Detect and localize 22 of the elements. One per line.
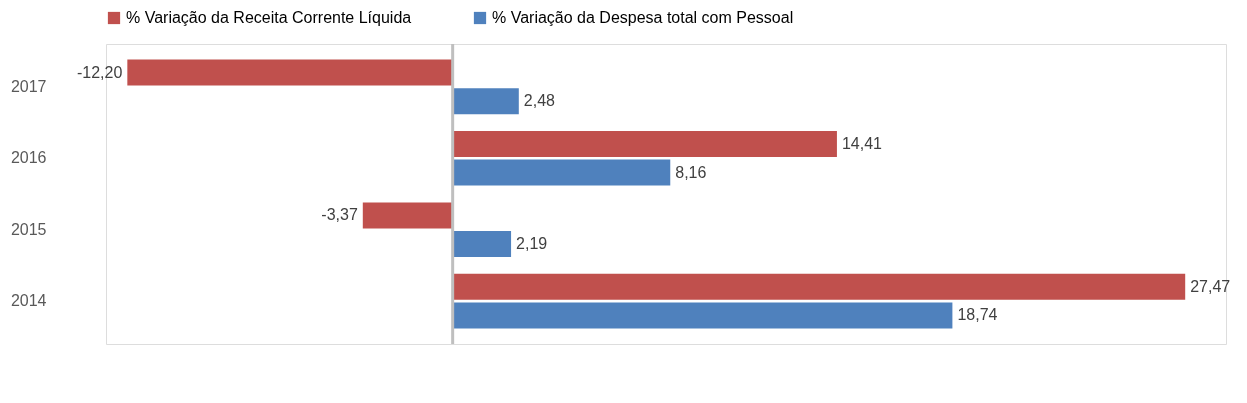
- bar: [127, 59, 453, 86]
- y-tick-label: 2015: [10, 220, 47, 238]
- bar: [452, 231, 512, 257]
- data-label: 2,19: [516, 235, 548, 252]
- data-label: -3,37: [321, 206, 358, 224]
- bar: [452, 302, 953, 329]
- bar: [452, 273, 1186, 300]
- y-tick-label: 2016: [10, 149, 47, 167]
- legend-label: % Variação da Despesa total com Pessoal: [492, 9, 794, 26]
- bar: [362, 202, 453, 229]
- bar: [452, 88, 519, 115]
- data-label: 8,16: [675, 163, 707, 181]
- data-label: 2,48: [523, 92, 556, 110]
- bar: [452, 131, 837, 157]
- data-label: 18,74: [957, 306, 998, 324]
- data-label: 27,47: [1190, 277, 1231, 295]
- legend-label: % Variação da Receita Corrente Líquida: [126, 9, 412, 26]
- bar: [452, 159, 671, 186]
- data-label: -12,20: [76, 63, 123, 81]
- y-tick-label: 2017: [10, 77, 47, 95]
- y-tick-label: 2014: [10, 292, 47, 310]
- data-label: 14,41: [841, 135, 883, 152]
